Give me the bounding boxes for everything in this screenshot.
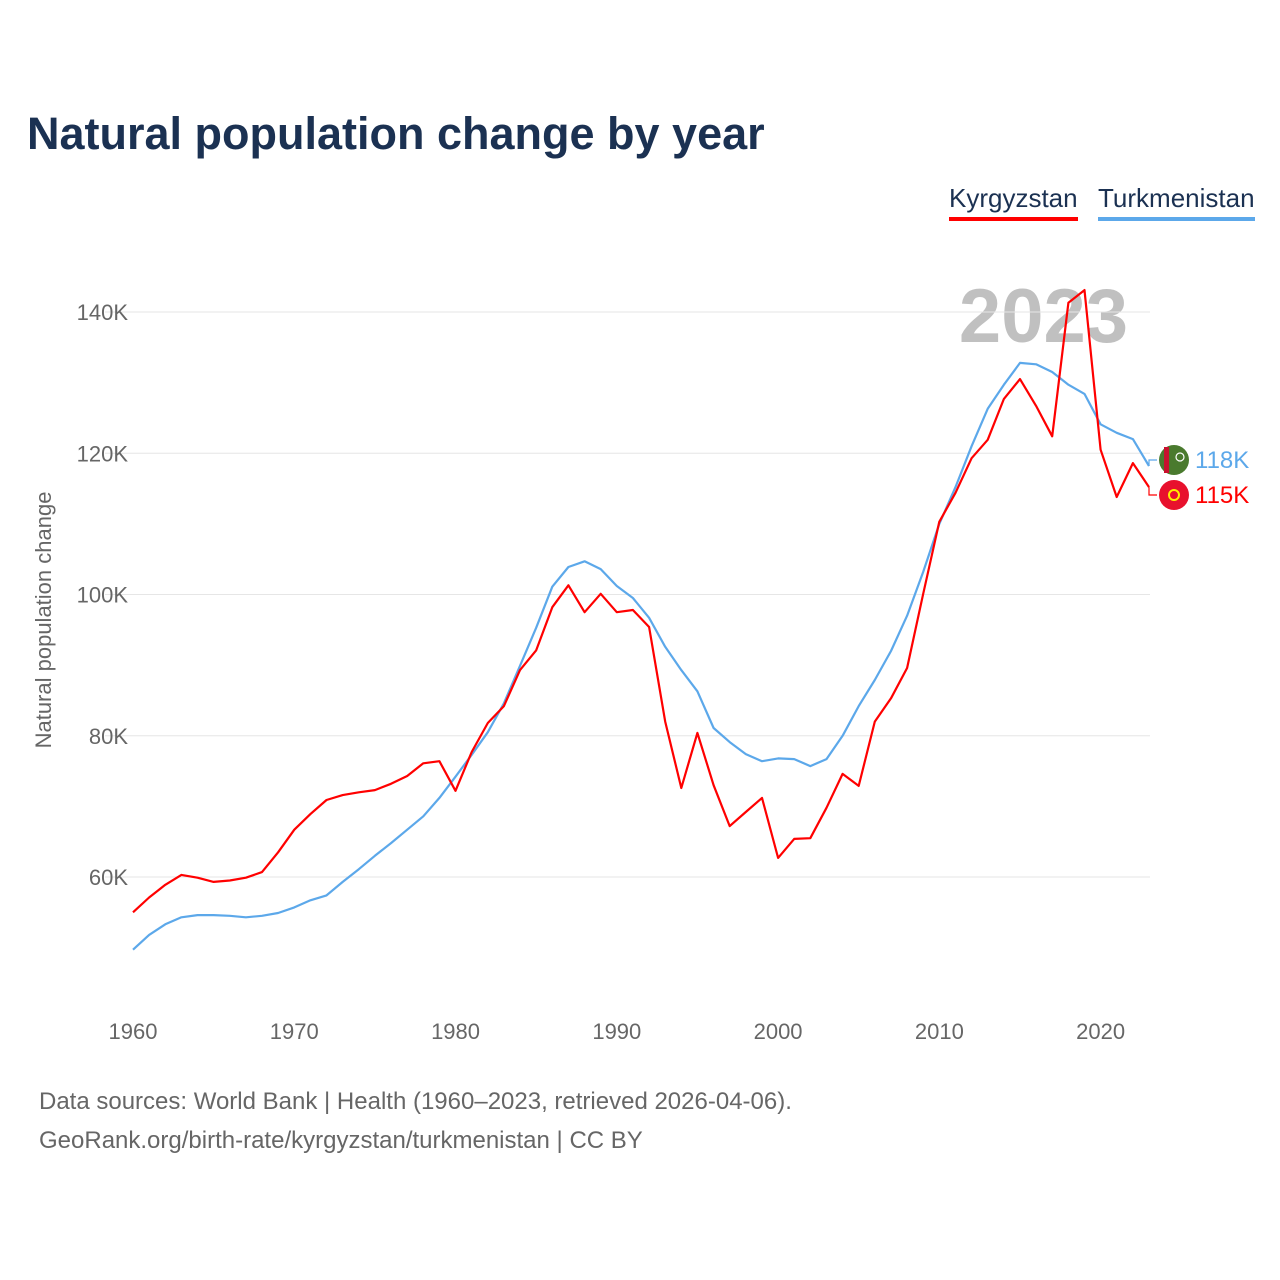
kyrgyzstan-flag-icon (1159, 480, 1189, 510)
x-tick-label: 1990 (592, 1019, 641, 1044)
y-tick-label: 100K (77, 583, 129, 608)
x-tick-label: 1970 (270, 1019, 319, 1044)
x-tick-label: 1960 (109, 1019, 158, 1044)
footer-credit: GeoRank.org/birth-rate/kyrgyzstan/turkme… (39, 1127, 643, 1154)
y-tick-label: 80K (89, 724, 128, 749)
end-label-connector (1148, 487, 1157, 496)
series-line-turkmenistan (132, 361, 1150, 951)
end-label-connector (1148, 459, 1157, 466)
end-value-label-kyrgyzstan: 115K (1195, 482, 1249, 509)
chart-title: Natural population change by year (27, 108, 765, 159)
legend-item-kyrgyzstan[interactable]: Kyrgyzstan (949, 183, 1078, 221)
x-tick-label: 2000 (754, 1019, 803, 1044)
y-tick-label: 120K (77, 441, 129, 466)
footer-sources: Data sources: World Bank | Health (1960–… (39, 1088, 792, 1115)
x-tick-label: 2020 (1076, 1019, 1125, 1044)
y-tick-label: 60K (89, 865, 128, 890)
series-line-kyrgyzstan (132, 289, 1150, 914)
x-tick-label: 2010 (915, 1019, 964, 1044)
turkmenistan-flag-crescent (1175, 452, 1185, 462)
y-axis-title: Natural population change (31, 492, 56, 749)
y-tick-label: 140K (77, 300, 129, 325)
end-value-label-turkmenistan: 118K (1195, 447, 1249, 474)
turkmenistan-flag-icon (1159, 445, 1189, 475)
x-tick-label: 1980 (431, 1019, 480, 1044)
legend-item-turkmenistan[interactable]: Turkmenistan (1098, 183, 1255, 221)
turkmenistan-flag-stripe (1164, 447, 1169, 473)
kyrgyzstan-flag-sun (1168, 489, 1180, 501)
year-watermark: 2023 (959, 274, 1128, 359)
